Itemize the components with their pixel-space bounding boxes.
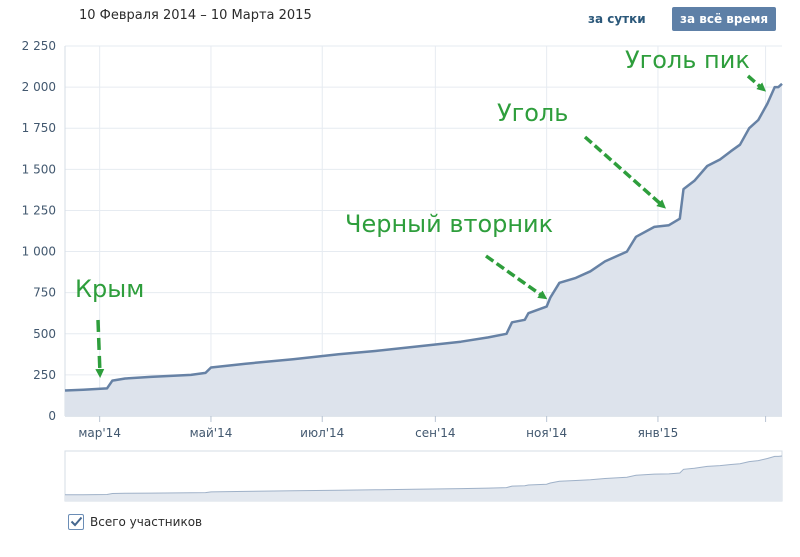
x-tick-label: июл'14	[300, 426, 344, 440]
legend-checkbox[interactable]	[68, 514, 84, 530]
series-area	[65, 83, 782, 417]
annotation-label: Уголь пик	[625, 46, 750, 74]
x-tick-label: ноя'14	[526, 426, 567, 440]
date-range: 10 Февраля 2014 – 10 Марта 2015	[79, 8, 312, 23]
per-day-button[interactable]: за сутки	[588, 12, 646, 26]
x-tick-label: янв'15	[638, 426, 679, 440]
navigator-line	[64, 455, 783, 496]
annotation-label: Уголь	[497, 99, 568, 127]
x-tick-label: мар'14	[78, 426, 121, 440]
annotation-arrow	[583, 135, 666, 209]
y-tick-label: 2 000	[22, 80, 56, 94]
annotation-arrow	[95, 319, 105, 378]
annotation-arrow	[746, 74, 767, 92]
checkmark-icon	[70, 516, 83, 527]
annotation-label: Крым	[75, 275, 144, 303]
y-tick-label: 250	[33, 368, 56, 382]
legend-item[interactable]: Всего участников	[68, 514, 202, 530]
y-tick-label: 1 000	[22, 245, 56, 259]
series-line	[64, 82, 783, 392]
y-tick-label: 0	[48, 409, 56, 423]
annotation-arrow	[484, 254, 548, 300]
all-time-button[interactable]: за всё время	[672, 7, 777, 31]
navigator-area	[65, 456, 782, 501]
annotation-label: Черный вторник	[345, 210, 553, 238]
x-tick-label: май'14	[190, 426, 233, 440]
y-tick-label: 1 750	[22, 121, 56, 135]
x-tick-label: сен'14	[415, 426, 455, 440]
y-tick-label: 2 250	[22, 39, 56, 53]
y-tick-label: 500	[33, 327, 56, 341]
y-tick-label: 750	[33, 286, 56, 300]
y-tick-label: 1 250	[22, 203, 56, 217]
y-tick-label: 1 500	[22, 162, 56, 176]
legend-label: Всего участников	[90, 515, 203, 529]
